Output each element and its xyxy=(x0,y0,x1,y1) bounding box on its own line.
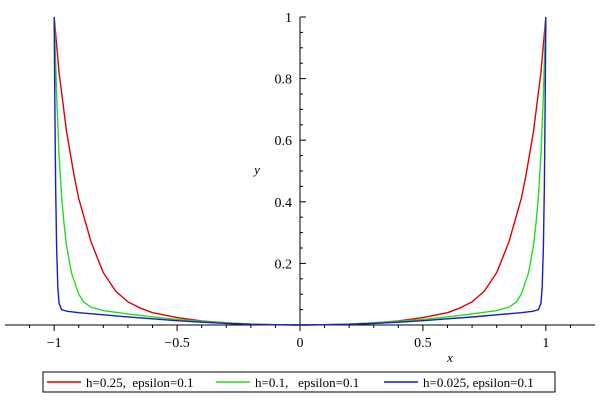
x-tick-label: −0.5 xyxy=(164,336,189,351)
series-line-3 xyxy=(53,16,547,326)
y-tick-label: 0.6 xyxy=(275,134,293,149)
x-axis-label: x xyxy=(446,350,453,365)
y-tick-label: 0.2 xyxy=(275,257,293,272)
y-tick-label: 1 xyxy=(285,11,292,26)
y-tick-label: 0.8 xyxy=(275,73,293,88)
x-tick-label: 0.5 xyxy=(414,336,432,351)
x-tick-label: 0 xyxy=(297,336,304,351)
y-axis-label: y xyxy=(252,162,260,177)
x-tick-label: −1 xyxy=(47,336,62,351)
x-tick-label: 1 xyxy=(542,336,549,351)
legend-label-1: h=0.25, epsilon=0.1 xyxy=(86,375,193,390)
plot-lines xyxy=(53,16,547,326)
legend-label-3: h=0.025, epsilon=0.1 xyxy=(423,375,534,390)
y-tick-label: 0.4 xyxy=(275,196,293,211)
legend-label-2: h=0.1, epsilon=0.1 xyxy=(255,375,359,390)
legend-box xyxy=(42,371,556,393)
ticks: −1 −0.5 0 0.5 1 0.2 0.4 0.6 0.8 1 xyxy=(29,11,571,351)
legend: h=0.25, epsilon=0.1 h=0.1, epsilon=0.1 h=0… xyxy=(42,371,556,393)
